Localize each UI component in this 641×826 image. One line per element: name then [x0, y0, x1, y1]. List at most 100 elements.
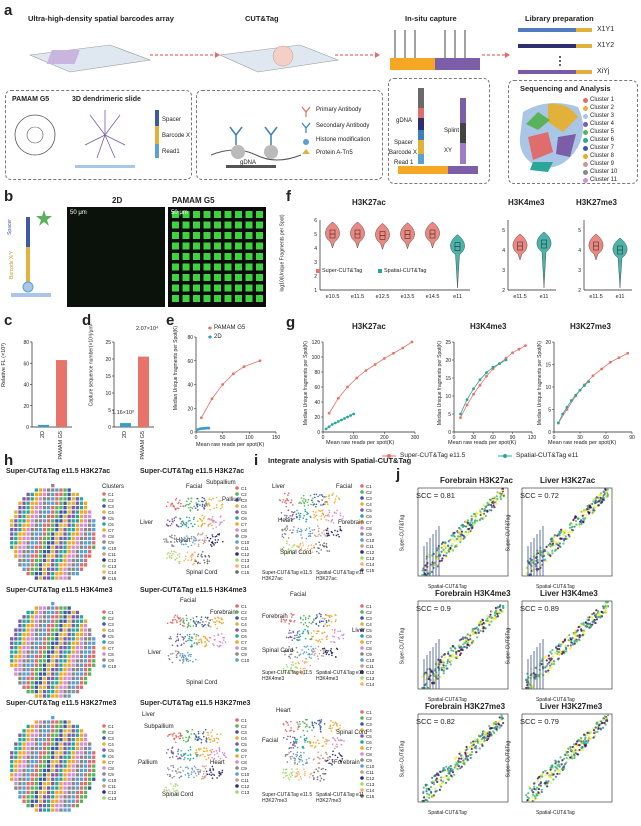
spatial-spot: [39, 764, 42, 767]
umap-point: [204, 516, 206, 518]
density-point: [426, 793, 428, 795]
spatial-spot: [27, 563, 30, 566]
umap-point: [317, 525, 319, 527]
umap-point: [324, 648, 326, 650]
umap-point: [210, 774, 212, 776]
density-point: [476, 738, 478, 740]
a-cluster-legend-item: Cluster 4: [583, 120, 617, 128]
y-tick-label: 40: [23, 383, 29, 389]
umap-point: [309, 741, 311, 743]
b-spot: [193, 285, 200, 292]
spatial-spot: [47, 633, 50, 636]
density-point: [500, 498, 502, 500]
umap-point: [188, 737, 190, 739]
umap-point: [180, 750, 182, 752]
panel-label-i: i: [254, 452, 258, 469]
density-point: [578, 639, 580, 641]
spatial-spot: [43, 554, 46, 557]
spatial-spot: [59, 646, 62, 649]
spatial-spot: [68, 760, 71, 763]
umap-point: [184, 757, 186, 759]
spatial-spot: [55, 725, 58, 728]
density-point: [549, 543, 551, 545]
g-xlabel-2: Mean raw reads per spot(K): [448, 440, 516, 446]
spatial-spot: [31, 725, 34, 728]
spatial-spot: [18, 637, 21, 640]
umap-point: [204, 756, 206, 758]
spatial-spot: [84, 764, 87, 767]
spatial-spot: [47, 738, 50, 741]
umap-point: [300, 756, 302, 758]
density-point: [440, 786, 442, 788]
umap-point: [219, 773, 221, 775]
spatial-spot: [18, 769, 21, 772]
umap-point: [172, 662, 174, 664]
umap-point: [190, 749, 192, 751]
b-spot: [214, 274, 221, 281]
h-umap3-pallium: Pallium: [138, 760, 158, 766]
umap-point: [287, 724, 289, 726]
spatial-spot: [43, 804, 46, 807]
spatial-spot: [43, 642, 46, 645]
umap-point: [171, 537, 173, 539]
umap-point: [303, 730, 305, 732]
spatial-spot: [27, 611, 30, 614]
i-title: Integrate analysis with Spatial-CUT&Tag: [268, 456, 411, 465]
density-point: [496, 498, 498, 500]
density-point: [592, 620, 594, 622]
cluster-legend-label: C8: [366, 646, 372, 651]
b-spot: [246, 285, 253, 292]
data-point: [505, 359, 508, 362]
data-point: [337, 420, 340, 423]
umap-point: [203, 543, 205, 545]
umap-point: [166, 752, 168, 754]
umap-point: [182, 659, 184, 661]
density-point: [468, 528, 470, 530]
h-umap3-heart: Heart: [210, 760, 225, 766]
umap-point: [300, 534, 302, 536]
spatial-spot: [18, 642, 21, 645]
spatial-spot: [47, 615, 50, 618]
umap-point: [173, 537, 175, 539]
data-point: [472, 393, 475, 396]
umap-point: [317, 655, 319, 657]
spatial-spot: [68, 611, 71, 614]
spatial-spot: [47, 694, 50, 697]
cluster-legend-dot: [360, 514, 364, 518]
data-point: [609, 361, 612, 364]
spatial-spot: [35, 773, 38, 776]
violin-shape: [400, 223, 414, 249]
b-spot: [225, 264, 232, 271]
umap-point: [172, 788, 174, 790]
density-point: [555, 652, 557, 654]
umap-point: [175, 551, 177, 553]
umap-point: [193, 776, 195, 778]
umap-point: [303, 752, 305, 754]
cluster-legend-label: C7: [366, 520, 372, 525]
spatial-spot: [84, 620, 87, 623]
density-point: [467, 752, 469, 754]
umap-point: [313, 545, 315, 547]
cluster-legend-label: C11: [366, 544, 374, 549]
umap-point: [316, 630, 318, 632]
umap-point: [327, 625, 329, 627]
umap-point: [216, 734, 218, 736]
umap-point: [219, 641, 221, 643]
umap-point: [294, 544, 296, 546]
density-point: [498, 720, 500, 722]
spatial-spot: [14, 519, 17, 522]
spatial-spot: [76, 515, 79, 518]
density-point: [565, 647, 567, 649]
umap-point: [193, 621, 195, 623]
density-point: [591, 616, 593, 618]
umap-point: [222, 541, 224, 543]
b-spot: [246, 211, 253, 218]
umap-point: [330, 720, 332, 722]
umap-point: [210, 538, 212, 540]
cluster-legend-label: C11: [241, 546, 249, 551]
spatial-spot: [55, 681, 58, 684]
cluster-legend-dot: [102, 516, 106, 520]
y-tick-label: 100: [312, 355, 321, 361]
spatial-spot: [35, 690, 38, 693]
spatial-spot: [55, 506, 58, 509]
